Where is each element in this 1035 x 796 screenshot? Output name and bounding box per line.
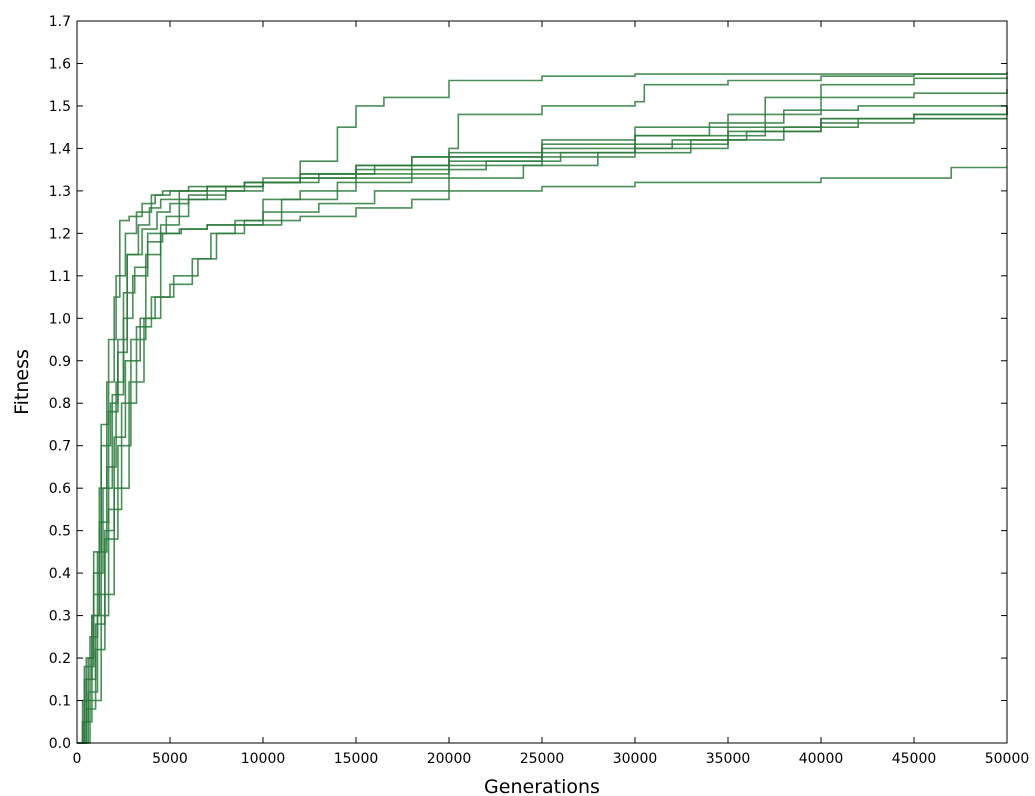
- y-tick-label: 0.3: [49, 609, 71, 625]
- x-tick-label: 5000: [152, 751, 188, 767]
- x-tick-label: 15000: [334, 751, 379, 767]
- y-tick-label: 1.6: [49, 56, 71, 72]
- y-tick-label: 0.2: [49, 651, 71, 667]
- series-line-1: [77, 73, 1007, 744]
- y-tick-label: 0.9: [49, 354, 71, 370]
- series-line-8: [77, 166, 1007, 744]
- series-line-9: [77, 105, 1008, 744]
- x-tick-label: 30000: [613, 751, 658, 767]
- y-tick-label: 1.7: [49, 14, 71, 30]
- series-line-5: [77, 105, 1008, 744]
- series-line-6: [77, 117, 1007, 744]
- y-tick-label: 0.0: [49, 736, 71, 752]
- x-tick-label: 35000: [706, 751, 751, 767]
- x-tick-label: 0: [73, 751, 82, 767]
- y-tick-label: 0.7: [49, 439, 71, 455]
- y-tick-label: 0.1: [49, 694, 71, 710]
- series-line-10: [77, 105, 1007, 744]
- x-tick-label: 25000: [520, 751, 565, 767]
- y-tick-label: 1.0: [49, 311, 71, 327]
- y-tick-label: 1.4: [49, 141, 71, 157]
- y-tick-label: 1.3: [49, 184, 71, 200]
- x-tick-label: 40000: [799, 751, 844, 767]
- ticks-layer: 0 5000 10000 15000 20000 25000 30000 35000 40000…: [49, 14, 1030, 767]
- x-tick-label: 45000: [892, 751, 937, 767]
- series-layer: [77, 72, 1008, 744]
- plot-frame: [76, 20, 1008, 744]
- y-tick-label: 1.1: [49, 269, 71, 285]
- series-line-7: [77, 117, 1007, 744]
- y-tick-label: 1.5: [49, 99, 71, 115]
- y-tick-label: 0.8: [49, 396, 71, 412]
- y-tick-label: 1.2: [49, 226, 71, 242]
- series-line-3: [77, 76, 1008, 744]
- x-tick-label: 20000: [427, 751, 472, 767]
- y-tick-label: 0.6: [49, 481, 71, 497]
- y-tick-label: 0.4: [49, 566, 71, 582]
- series-line-2: [77, 72, 1008, 744]
- y-tick-label: 0.5: [49, 524, 71, 540]
- x-axis-title: Generations: [484, 776, 600, 796]
- y-axis-title: Fitness: [11, 349, 33, 415]
- x-tick-label: 10000: [241, 751, 286, 767]
- x-tick-label: 50000: [985, 751, 1030, 767]
